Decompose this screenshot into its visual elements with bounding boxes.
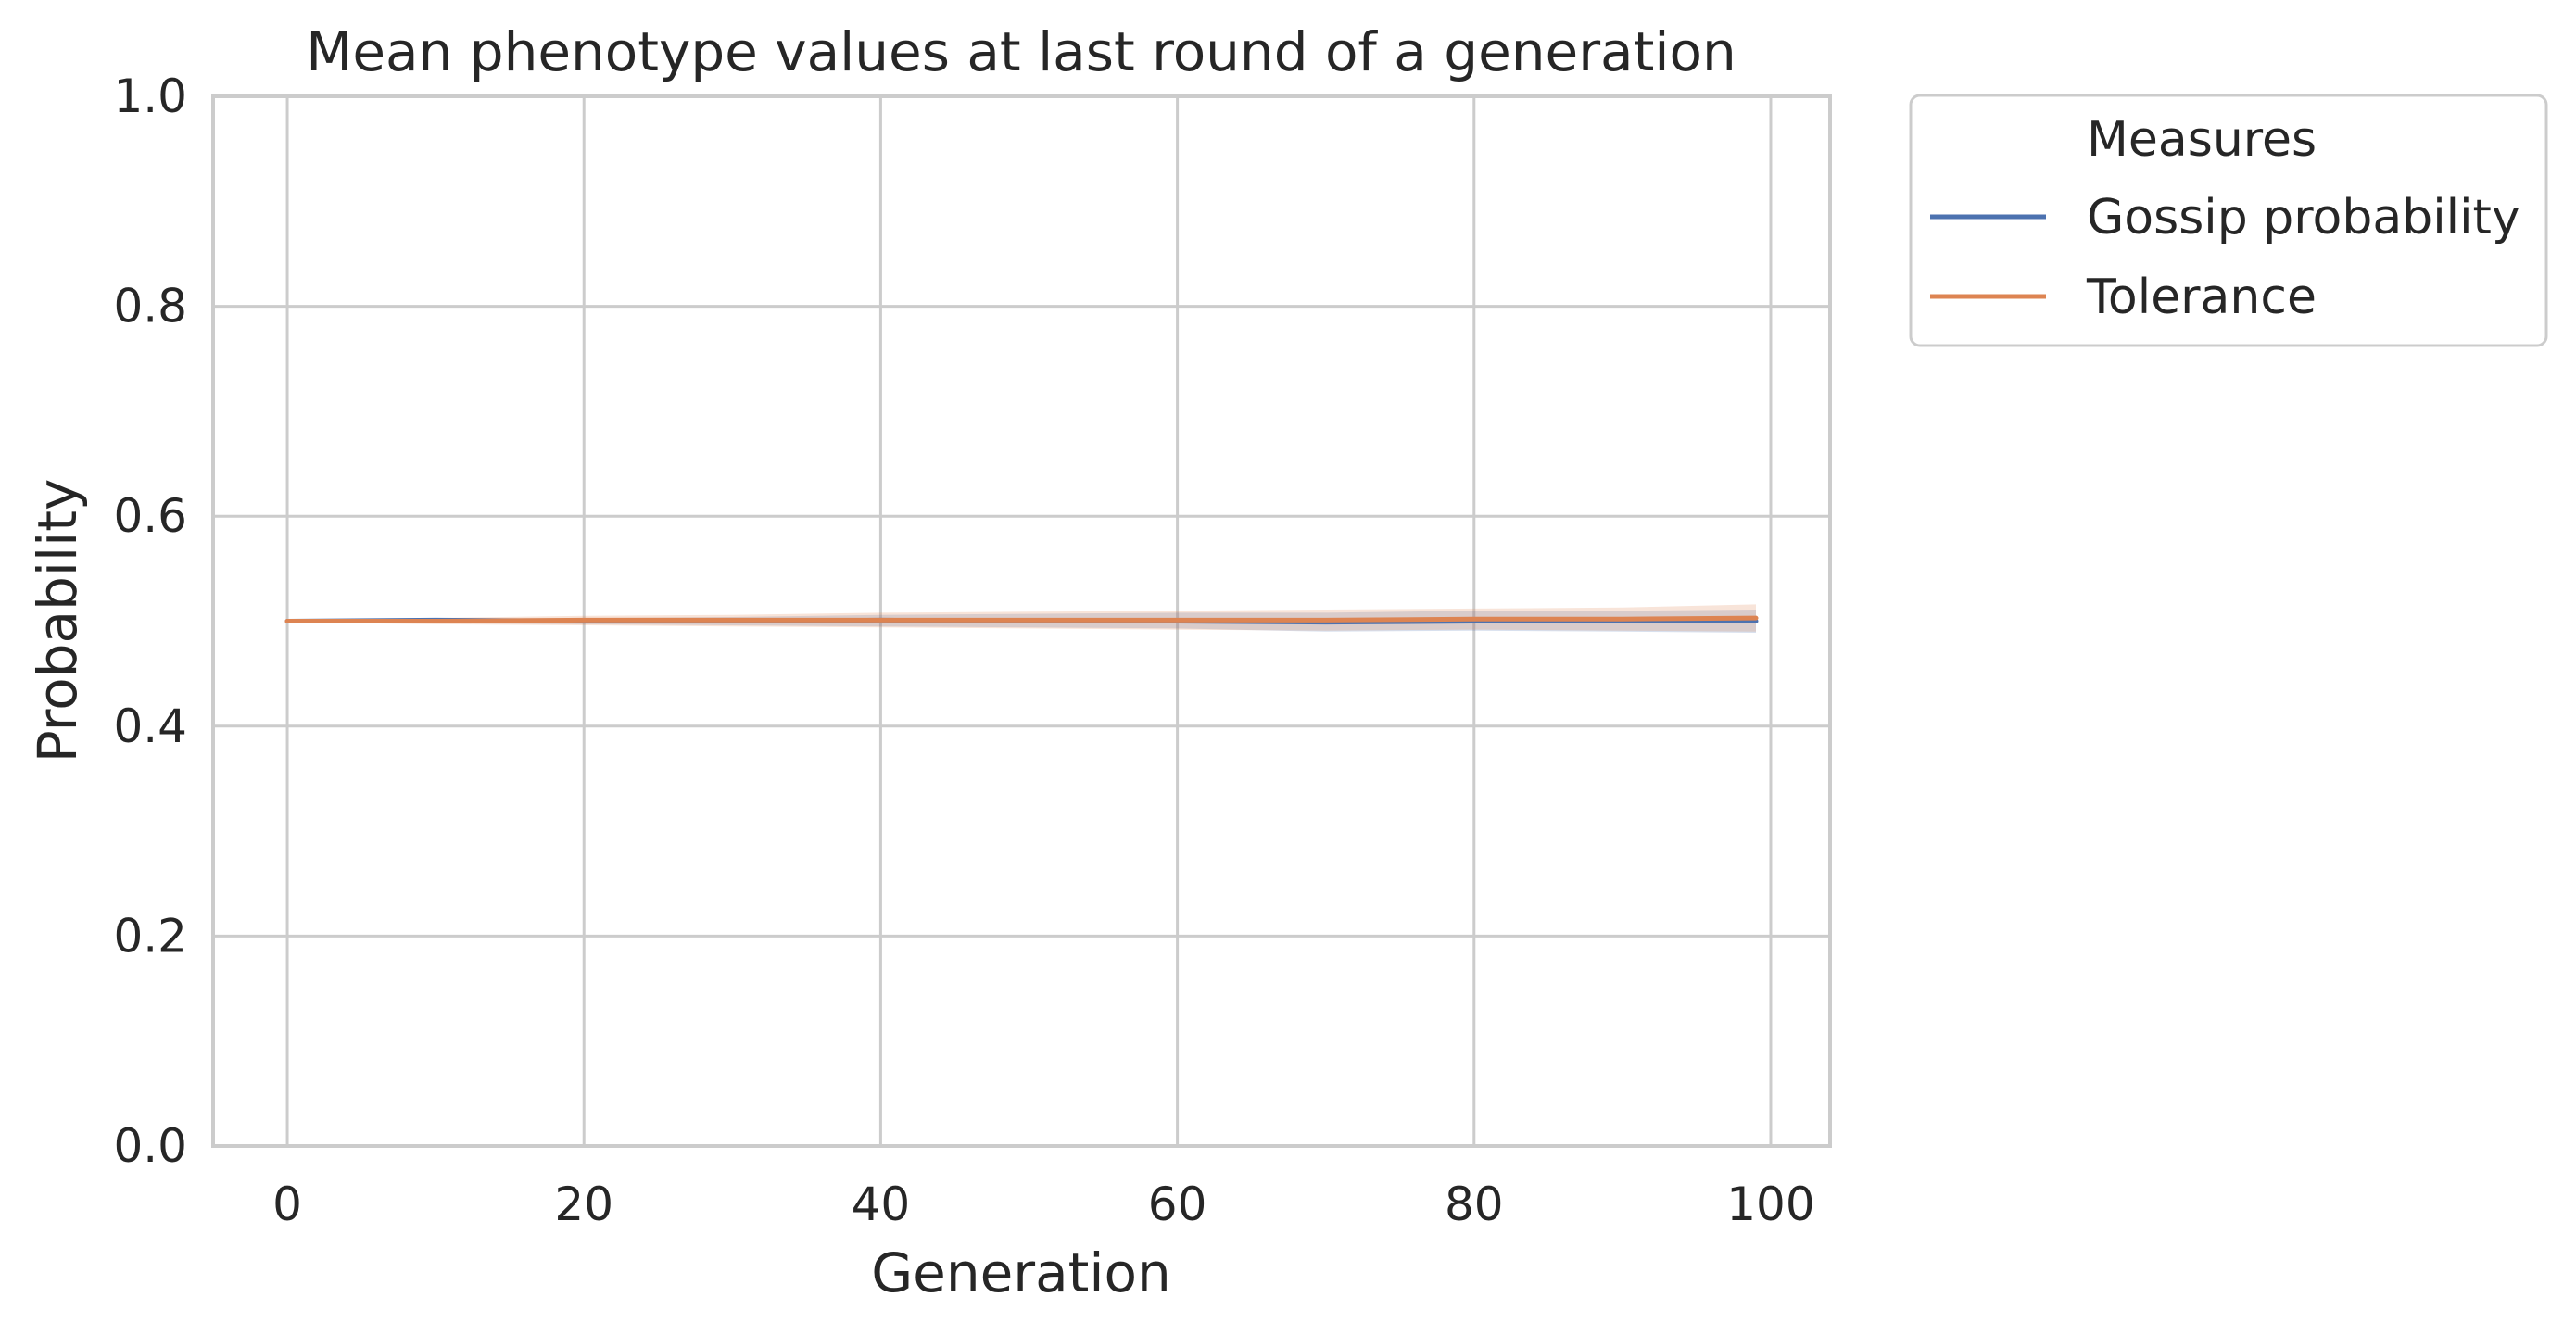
x-tick-label-60: 60: [1148, 1178, 1207, 1231]
y-tick-label-0.4: 0.4: [113, 699, 187, 753]
chart-title: Mean phenotype values at last round of a…: [306, 20, 1736, 83]
x-tick-label-40: 40: [852, 1178, 911, 1231]
x-tick-label-20: 20: [554, 1178, 613, 1231]
y-tick-label-0.2: 0.2: [113, 909, 187, 963]
series-line-tolerance: [284, 615, 1759, 623]
legend-title: Measures: [2087, 112, 2317, 168]
x-tick-label-0: 0: [272, 1178, 302, 1231]
y-tick-label-1.0: 1.0: [113, 69, 187, 123]
x-axis-label: Generation: [871, 1241, 1171, 1304]
legend-label-tolerance: Tolerance: [2086, 270, 2317, 325]
legend-label-gossip-probability: Gossip probability: [2087, 190, 2520, 246]
y-tick-label-0.0: 0.0: [113, 1119, 187, 1173]
x-tick-label-80: 80: [1445, 1178, 1504, 1231]
plot-frame: [211, 94, 1832, 1148]
y-tick-label-0.6: 0.6: [113, 489, 187, 543]
legend-box: [1909, 94, 2548, 347]
legend: Measures Gossip probability Tolerance: [1909, 94, 2548, 347]
x-tick-label-100: 100: [1726, 1178, 1814, 1231]
series-lines: [284, 615, 1759, 625]
y-axis-label: Probability: [26, 479, 89, 763]
y-tick-label-0.8: 0.8: [113, 280, 187, 334]
x-tick-labels: 0 20 40 60 80 100: [272, 1178, 1815, 1231]
y-tick-labels: 0.0 0.2 0.4 0.6 0.8 1.0: [113, 69, 187, 1173]
